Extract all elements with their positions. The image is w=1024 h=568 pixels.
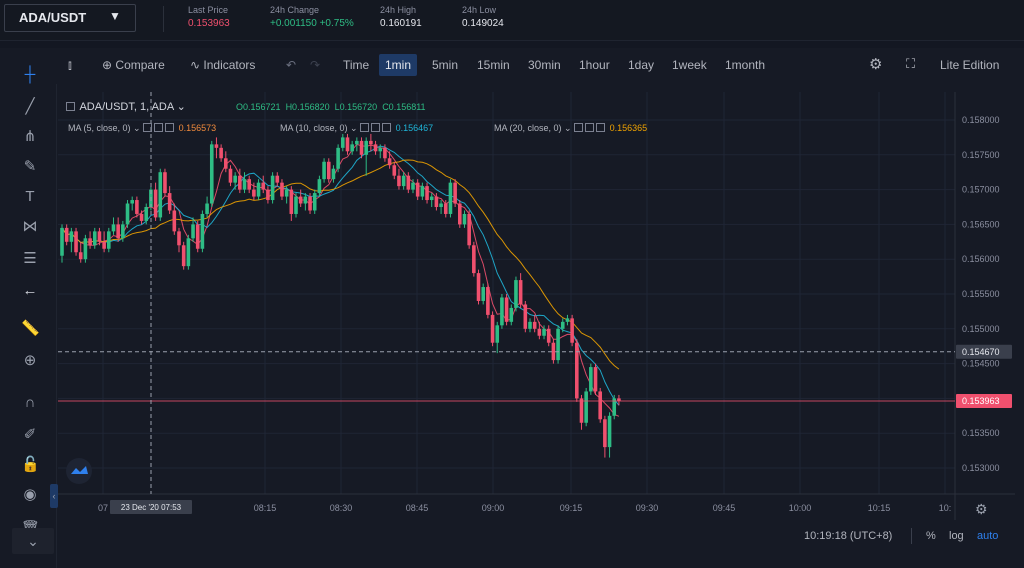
lite-edition-link[interactable]: Lite Edition [940, 58, 1000, 72]
clock: 10:19:18 (UTC+8) [804, 530, 893, 542]
indicators-label: Indicators [203, 58, 256, 72]
fibonacci-icon[interactable]: ☰ [23, 250, 37, 267]
tab-1min[interactable]: 1min [379, 54, 418, 76]
eye-icon[interactable] [574, 123, 584, 132]
unlock-icon[interactable]: 🔓 [21, 456, 40, 473]
stat-last-price: Last Price 0.153963 [188, 4, 230, 30]
candle-type-icon[interactable]: ⫾ [68, 58, 72, 72]
ma5-value: 0.156573 [178, 123, 217, 133]
indicators-button[interactable]: ∿ Indicators [190, 58, 255, 72]
close-icon[interactable] [165, 123, 175, 132]
redo-icon[interactable]: ↷ [310, 58, 321, 72]
ma10-label: MA (10, close, 0) [280, 123, 348, 133]
auto-toggle[interactable]: auto [977, 530, 999, 542]
plus-circle-icon: ⊕ [102, 58, 113, 72]
ma5-legend: MA (5, close, 0) ⌄ 0.156573 [68, 123, 217, 133]
drawing-toolbar: ┼ ╱ ⋔ ✎ T ⋈ ☰ ← 📏 ⊕ ∩ ✐ 🔓 ◉ 🗑 ⌄ ‹ [0, 48, 58, 568]
gear-icon[interactable] [154, 123, 164, 132]
pattern-icon[interactable]: ⋈ [22, 218, 38, 235]
divider [163, 6, 164, 32]
symbol-name: ADA/USDT, 1, ADA [79, 101, 174, 113]
eye-icon[interactable]: ◉ [23, 486, 37, 503]
undo-icon[interactable]: ↶ [286, 58, 297, 72]
gear-icon[interactable] [371, 123, 381, 132]
lock-drawing-icon[interactable]: ✐ [23, 426, 37, 443]
logo-watermark [66, 458, 92, 484]
ma20-label: MA (20, close, 0) [494, 123, 562, 133]
magnet-icon[interactable]: ∩ [24, 394, 36, 411]
ma20-legend: MA (20, close, 0) ⌄ 0.156365 [494, 123, 648, 133]
log-toggle[interactable]: log [949, 530, 964, 542]
percent-toggle[interactable]: % [926, 530, 936, 542]
stat-value: 0.160191 [380, 18, 422, 29]
ma20-value: 0.156365 [609, 123, 648, 133]
crosshair-icon[interactable]: ┼ [24, 66, 36, 83]
tab-1week[interactable]: 1week [672, 58, 707, 72]
ruler-icon[interactable]: 📏 [21, 320, 40, 337]
stat-label: Last Price [188, 5, 229, 15]
fork-icon[interactable]: ⋔ [23, 128, 37, 145]
tab-30min[interactable]: 30min [528, 58, 561, 72]
compare-button[interactable]: ⊕ Compare [102, 58, 165, 72]
low-value: L0.156720 [334, 102, 378, 112]
ma5-label: MA (5, close, 0) [68, 123, 131, 133]
tab-5min[interactable]: 5min [432, 58, 459, 72]
gear-icon[interactable] [585, 123, 595, 132]
top-bar: ADA/USDT ▼ Last Price 0.153963 24h Chang… [0, 0, 1024, 41]
pair-selector[interactable]: ADA/USDT ▼ [4, 4, 136, 32]
ma10-legend: MA (10, close, 0) ⌄ 0.156467 [280, 123, 434, 133]
tab-1hour[interactable]: 1hour [579, 58, 610, 72]
tab-1day[interactable]: 1day [628, 58, 655, 72]
stat-24h-high: 24h High 0.160191 [380, 4, 422, 30]
tab-15min[interactable]: 15min [477, 58, 510, 72]
eye-icon[interactable] [143, 123, 153, 132]
chart-toolbar: ⫾ ⊕ Compare ∿ Indicators ↶ ↷ Time 1min 5… [56, 48, 1024, 84]
stat-24h-low: 24h Low 0.149024 [462, 4, 504, 30]
compare-label: Compare [115, 58, 165, 72]
close-value: C0.156811 [382, 102, 426, 112]
zoom-in-icon[interactable]: ⊕ [23, 352, 37, 369]
divider [911, 528, 912, 544]
open-value: O0.156721 [236, 102, 281, 112]
back-arrow-icon[interactable]: ← [22, 282, 38, 299]
tab-time[interactable]: Time [343, 58, 370, 72]
bottom-bar: 10:19:18 (UTC+8) % log auto [56, 528, 1024, 568]
stat-label: 24h Low [462, 5, 497, 15]
symbol-legend: ADA/USDT, 1, ADA ⌄ [66, 100, 186, 113]
logo-icon [71, 466, 88, 474]
stat-value: 0.149024 [462, 18, 504, 29]
stat-value: 0.153963 [188, 18, 230, 29]
ohlc-legend: O0.156721 H0.156820 L0.156720 C0.156811 [236, 102, 426, 112]
brush-icon[interactable]: ✎ [23, 158, 37, 175]
axis-settings-gear-icon[interactable]: ⚙ [975, 501, 988, 517]
stat-label: 24h Change [270, 5, 320, 15]
ma10-value: 0.156467 [395, 123, 434, 133]
expand-toolbar-button[interactable]: ⌄ [12, 528, 54, 554]
eye-icon[interactable] [360, 123, 370, 132]
fullscreen-icon[interactable]: ⛶ [906, 56, 916, 71]
pair-symbol: ADA/USDT [19, 10, 87, 25]
stat-24h-change: 24h Change +0.001150 +0.75% [270, 4, 354, 30]
stat-label: 24h High [380, 5, 417, 15]
chevron-down-icon: ▼ [109, 9, 121, 23]
trendline-icon[interactable]: ╱ [25, 98, 35, 115]
settings-gear-icon[interactable]: ⚙ [869, 56, 883, 73]
text-icon[interactable]: T [25, 188, 35, 205]
collapse-legend-icon[interactable] [66, 102, 75, 111]
close-icon[interactable] [596, 123, 606, 132]
high-value: H0.156820 [285, 102, 330, 112]
close-icon[interactable] [382, 123, 392, 132]
indicators-icon: ∿ [190, 58, 201, 72]
stat-value: +0.001150 +0.75% [270, 18, 354, 29]
tab-1month[interactable]: 1month [725, 58, 766, 72]
collapse-toolbar-button[interactable]: ‹ [50, 484, 58, 508]
chevron-down-icon[interactable]: ⌄ [176, 101, 186, 113]
